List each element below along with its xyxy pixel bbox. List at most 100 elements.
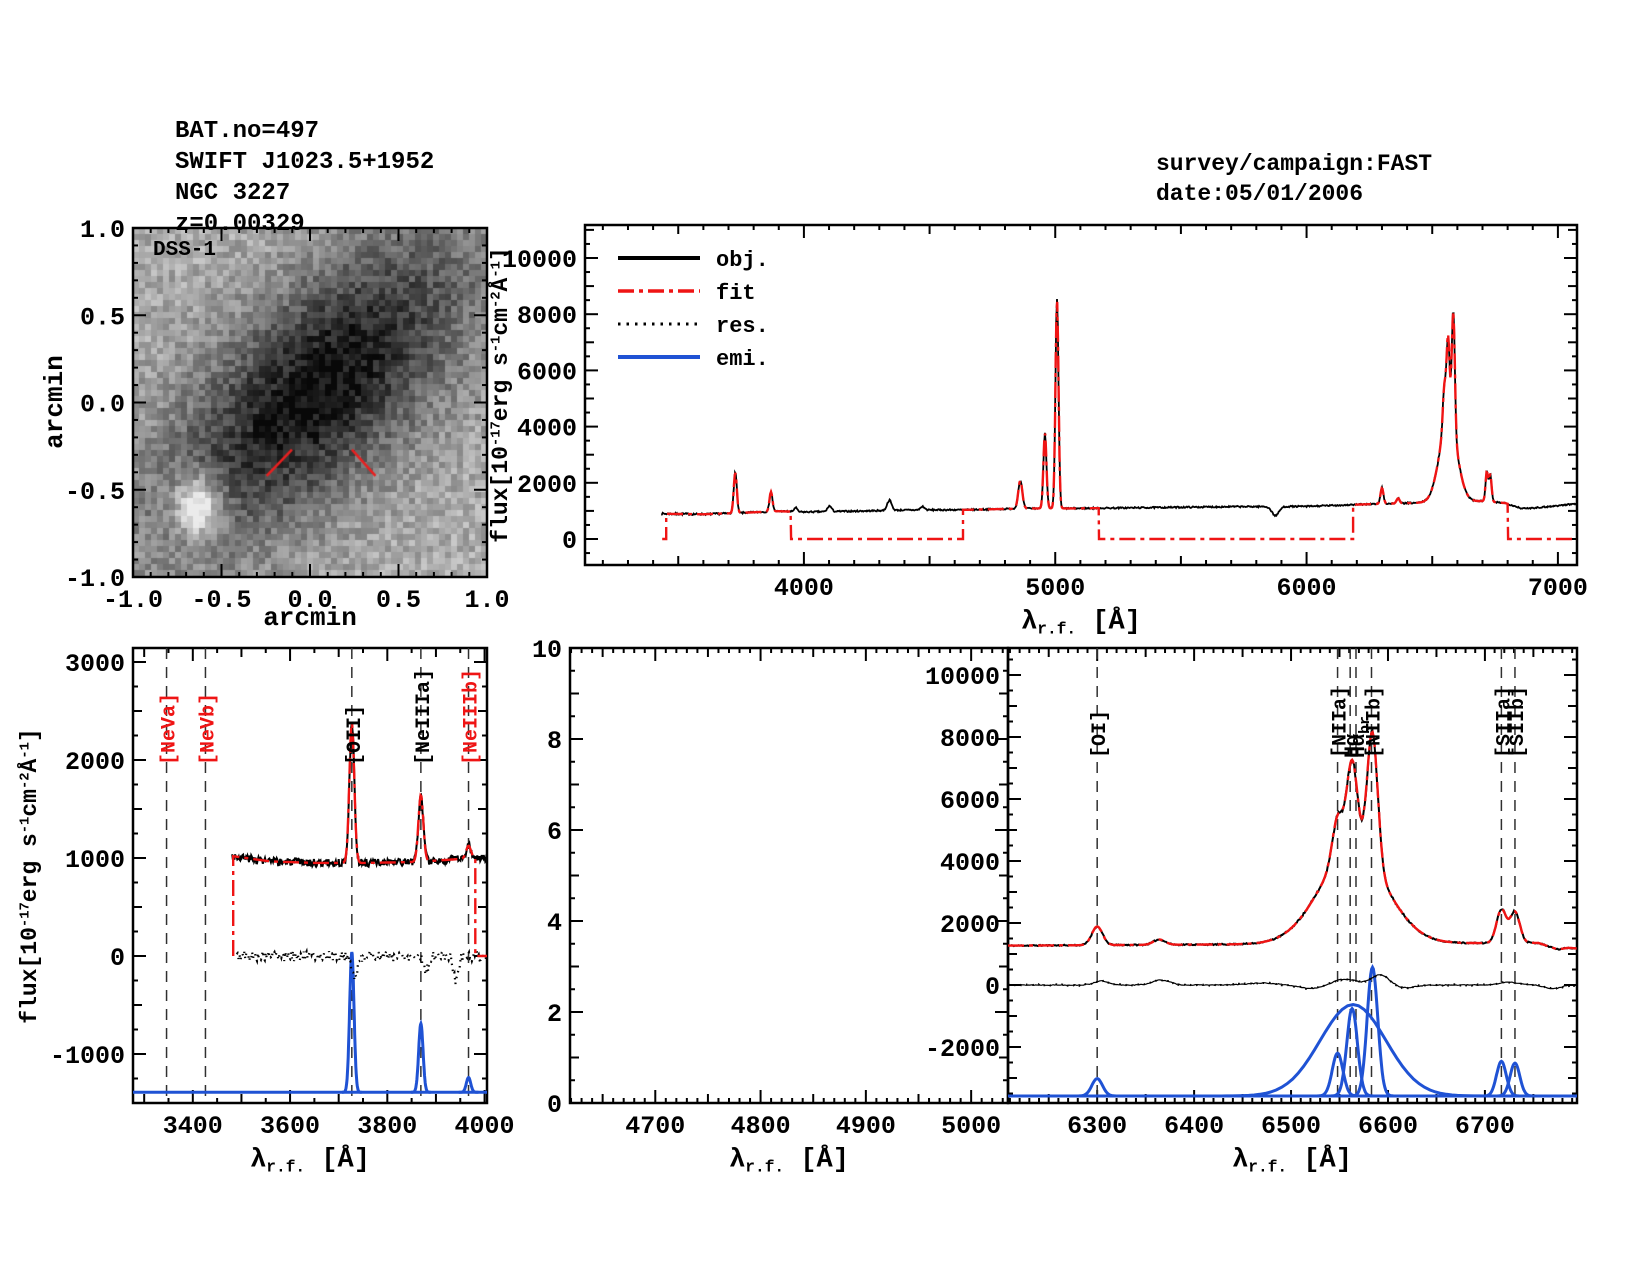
tick-label: 4900 <box>836 1112 896 1141</box>
tick-label: 1.0 <box>464 586 509 615</box>
tick-label: 1.0 <box>80 216 125 245</box>
tick-label: 6400 <box>1164 1112 1224 1141</box>
obj-spectrum-path <box>231 723 487 870</box>
tick-label: 6600 <box>1358 1112 1418 1141</box>
tick-label: 4000 <box>455 1112 515 1141</box>
tick-label: 10000 <box>925 663 1000 692</box>
tick-label: 6000 <box>1277 574 1337 603</box>
tick-label: 4700 <box>625 1112 685 1141</box>
emi-component-path <box>1348 963 1396 1098</box>
line-marker-label: [NeIIIb] <box>461 669 484 765</box>
panel-box <box>583 223 1579 567</box>
swift-name: SWIFT J1023.5+1952 <box>175 149 435 176</box>
tick-label: 10000 <box>502 246 577 275</box>
dss-image <box>133 228 487 577</box>
tick-label: 4 <box>547 909 562 938</box>
line-marker-label: [NIIa] <box>1330 686 1353 758</box>
flux-axis-label-top: flux[10-17erg s-1cm-2Å-1] <box>488 247 514 543</box>
tick-label: 5000 <box>1025 574 1085 603</box>
tick-label: 0.5 <box>80 303 125 332</box>
tick-label: 0 <box>110 944 125 973</box>
bat-number: BAT.no=497 <box>175 118 320 145</box>
emi-component-path <box>1479 1059 1524 1098</box>
panel-series <box>661 298 1577 541</box>
tick-label: 3400 <box>163 1112 223 1141</box>
tick-label: 0 <box>547 1091 562 1120</box>
observation-date: date:05/01/2006 <box>1156 181 1364 207</box>
tick-label: 4800 <box>731 1112 791 1141</box>
wavelength-axis-label-full: λr.f. [Å] <box>1021 607 1141 639</box>
redshift: z=0.00329 <box>175 211 305 238</box>
tick-label: 0 <box>562 527 577 556</box>
tick-label: 6300 <box>1067 1112 1127 1141</box>
res-dots-path <box>1008 973 1577 991</box>
tick-label: -0.5 <box>191 586 251 615</box>
fit-path <box>1008 730 1577 951</box>
tick-label: 6000 <box>940 787 1000 816</box>
obj-spectrum-path <box>1008 728 1577 951</box>
line-marker-label: [SIIb] <box>1507 686 1530 758</box>
dss-tag: DSS-1 <box>153 239 217 262</box>
tick-label: 2000 <box>517 471 577 500</box>
tick-label: 8 <box>547 727 562 756</box>
wavelength-axis-label-mid: λr.f. [Å] <box>729 1145 849 1177</box>
emi-component-path <box>1073 1077 1121 1098</box>
tick-label: 6 <box>547 818 562 847</box>
obj-spectrum-path <box>661 298 1577 518</box>
emi-component-path <box>1204 1002 1496 1098</box>
tick-label: 4000 <box>774 574 834 603</box>
tick-label: 0 <box>985 973 1000 1002</box>
line-marker-label: Hαbr <box>1348 716 1374 758</box>
tick-label: 2000 <box>940 911 1000 940</box>
legend-label: fit <box>716 281 756 306</box>
tick-label: 6500 <box>1261 1112 1321 1141</box>
tick-label: 2000 <box>65 748 125 777</box>
survey-info: survey/campaign:FAST date:05/01/2006 <box>1156 149 1432 209</box>
tick-label: 3800 <box>357 1112 417 1141</box>
tick-label: 8000 <box>940 725 1000 754</box>
line-marker-label: [NeVb] <box>197 693 220 765</box>
tick-label: 5000 <box>941 1112 1001 1141</box>
legend-label: obj. <box>716 248 769 273</box>
tick-label: 3000 <box>65 650 125 679</box>
fit-path <box>232 723 487 958</box>
tick-label: 2 <box>547 1000 562 1029</box>
tick-label: 0.0 <box>80 391 125 420</box>
panel-box <box>1006 646 1579 1105</box>
line-marker-label: [NIIb] <box>1364 686 1387 758</box>
emi-component-path <box>458 1075 479 1094</box>
tick-label: 6000 <box>517 358 577 387</box>
line-marker-label: Hα <box>1342 734 1365 758</box>
tick-label: 3600 <box>260 1112 320 1141</box>
emi-component-path <box>411 1019 431 1094</box>
emi-component-path <box>1328 1006 1376 1098</box>
tick-label: -1.0 <box>103 586 163 615</box>
wavelength-axis-label-red: λr.f. [Å] <box>1232 1145 1352 1177</box>
line-marker-label: [SIIa] <box>1493 686 1516 758</box>
wavelength-axis-label-blue: λr.f. [Å] <box>250 1145 370 1177</box>
legend-label: res. <box>716 314 769 339</box>
panel-series <box>1008 648 1577 1103</box>
emi-component-path <box>1493 1061 1537 1098</box>
tick-label: -2000 <box>925 1035 1000 1064</box>
flux-axis-label-bottom: flux[10-17erg s-1cm-2Å-1] <box>17 728 43 1024</box>
tick-label: -1.0 <box>65 565 125 594</box>
survey-campaign: survey/campaign:FAST <box>1156 151 1433 177</box>
dss-y-axis-label: arcmin <box>40 355 70 449</box>
res-dots-path <box>235 947 487 985</box>
tick-label: 10 <box>532 636 562 665</box>
line-marker-label: [OII] <box>344 705 367 765</box>
tick-label: 7000 <box>1528 574 1588 603</box>
tick-label: 4000 <box>517 415 577 444</box>
line-marker-label: [OI] <box>1089 710 1112 758</box>
tick-label: 8000 <box>517 302 577 331</box>
fit-path <box>662 301 1577 541</box>
tick-label: 4000 <box>940 849 1000 878</box>
tick-label: 1000 <box>65 846 125 875</box>
target-info: BAT.no=497 SWIFT J1023.5+1952 NGC 3227 z… <box>175 116 434 240</box>
line-marker-label: [NeIIIa] <box>413 669 436 765</box>
panel-box <box>131 226 489 579</box>
tick-label: 0.0 <box>287 586 332 615</box>
